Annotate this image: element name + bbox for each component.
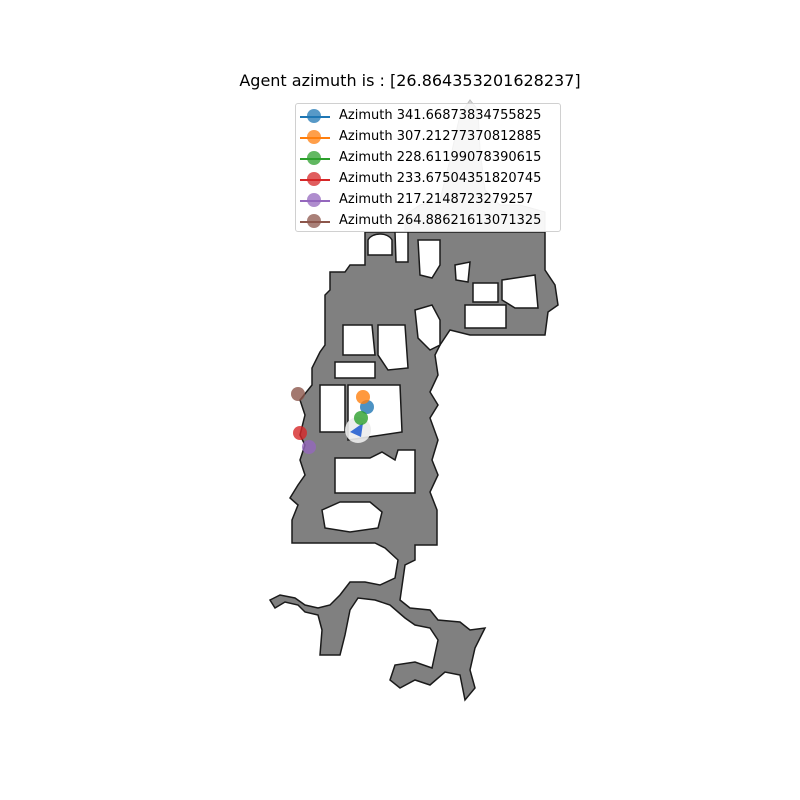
legend-marker: [307, 130, 321, 144]
obstacle: [414, 304, 441, 351]
obstacle: [501, 274, 539, 309]
legend-entry: Azimuth 228.61199078390615: [296, 148, 560, 168]
legend-entry: Azimuth 307.21277370812885: [296, 127, 560, 147]
obstacle: [472, 282, 499, 303]
target-points: [291, 387, 374, 454]
obstacle: [417, 239, 441, 279]
obstacle: [319, 384, 346, 433]
legend-label: Azimuth 307.21277370812885: [339, 129, 542, 144]
obstacle: [464, 304, 507, 329]
target-point: [291, 387, 305, 401]
legend-marker: [307, 109, 321, 123]
legend-label: Azimuth 264.88621613071325: [339, 213, 542, 228]
legend-marker: [307, 214, 321, 228]
legend-label: Azimuth 341.66873834755825: [339, 108, 542, 123]
legend-marker: [307, 172, 321, 186]
agent-arrow-icon: [350, 423, 363, 437]
obstacle: [334, 449, 416, 494]
legend-label: Azimuth 217.2148723279257: [339, 192, 534, 207]
obstacle: [342, 324, 376, 356]
obstacle: [394, 231, 409, 263]
legend-entry: Azimuth 233.67504351820745: [296, 169, 560, 189]
legend-marker: [307, 151, 321, 165]
legend-entry: Azimuth 341.66873834755825: [296, 106, 560, 126]
legend-marker: [307, 193, 321, 207]
target-point: [293, 426, 307, 440]
legend: Azimuth 341.66873834755825 Azimuth 307.21…: [295, 103, 561, 232]
obstacle: [367, 233, 393, 256]
legend-label: Azimuth 233.67504351820745: [339, 171, 542, 186]
chart-title: Agent azimuth is : [26.864353201628237]: [239, 71, 581, 90]
target-point: [302, 440, 316, 454]
obstacle: [334, 361, 376, 379]
legend-entry: Azimuth 264.88621613071325: [296, 211, 560, 231]
obstacle: [321, 501, 383, 533]
target-point: [354, 411, 368, 425]
obstacle: [454, 261, 471, 283]
obstacle: [377, 324, 409, 371]
legend-label: Azimuth 228.61199078390615: [339, 150, 542, 165]
target-point: [356, 390, 370, 404]
legend-entry: Azimuth 217.2148723279257: [296, 190, 560, 210]
